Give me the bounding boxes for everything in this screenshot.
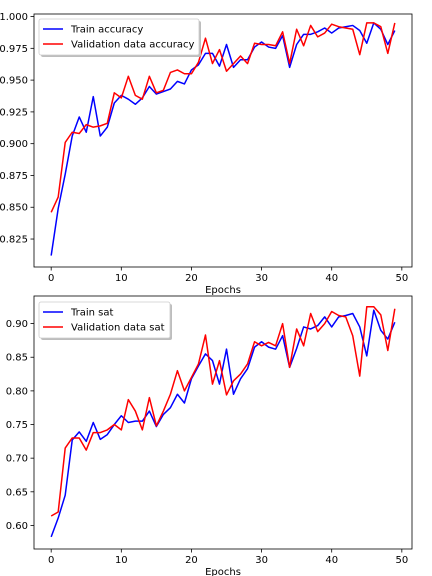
x-tick-label: 10 bbox=[115, 555, 128, 566]
x-tick-label: 40 bbox=[325, 555, 338, 566]
series-line-train-accuracy bbox=[50, 22, 396, 256]
y-tick-label: 0.90 bbox=[6, 319, 28, 330]
y-tick-label: 0.950 bbox=[0, 76, 28, 87]
x-tick-label: 50 bbox=[395, 273, 408, 284]
x-tick-label: 0 bbox=[48, 555, 54, 566]
series-line-train-sat bbox=[50, 309, 396, 538]
y-tick-label: 0.825 bbox=[0, 235, 28, 246]
y-tick-label: 0.75 bbox=[6, 420, 28, 431]
plot-area-frame bbox=[33, 13, 413, 268]
legend-box bbox=[38, 18, 200, 56]
x-tick-label: 30 bbox=[255, 555, 268, 566]
legend-label: Train accuracy bbox=[70, 25, 143, 36]
x-tick-label: 20 bbox=[185, 273, 198, 284]
y-tick-label: 0.85 bbox=[6, 353, 28, 364]
series-line-validation-data-accuracy bbox=[50, 22, 396, 213]
y-tick-label: 0.875 bbox=[0, 171, 28, 182]
x-axis-label: Epochs bbox=[205, 285, 241, 296]
x-tick-label: 20 bbox=[185, 555, 198, 566]
legend-box bbox=[38, 301, 171, 339]
x-tick-label: 30 bbox=[255, 273, 268, 284]
y-tick-label: 0.70 bbox=[6, 454, 28, 465]
chart-panel-1: 0.825 0.850 0.875 0.900 0.925 0.950 0.975 1.000… bbox=[0, 12, 413, 296]
y-tick-label: 0.900 bbox=[0, 139, 28, 150]
chart-panel-2: 0.60 0.65 0.70 0.75 0.80 0.85 0.90 0 10 20 30 40 50 E… bbox=[6, 295, 413, 576]
plot-area-frame bbox=[33, 295, 413, 550]
legend-label: Train sat bbox=[70, 308, 114, 319]
x-tick-label: 0 bbox=[48, 273, 54, 284]
legend: Train accuracy Validation data accuracy bbox=[38, 18, 201, 57]
x-tick-label: 50 bbox=[395, 555, 408, 566]
x-tick-label: 10 bbox=[115, 273, 128, 284]
y-tick-label: 0.850 bbox=[0, 203, 28, 214]
x-tick-label: 40 bbox=[325, 273, 338, 284]
series-line-validation-data-sat bbox=[50, 306, 396, 517]
legend-label: Validation data accuracy bbox=[71, 40, 194, 51]
y-tick-label: 0.925 bbox=[0, 107, 28, 118]
y-tick-label: 1.000 bbox=[0, 12, 28, 23]
y-tick-label: 0.80 bbox=[6, 386, 28, 397]
y-tick-label: 0.65 bbox=[6, 487, 28, 498]
legend-label: Validation data sat bbox=[71, 323, 165, 334]
y-tick-label: 0.975 bbox=[0, 44, 28, 55]
legend: Train sat Validation data sat bbox=[38, 301, 172, 340]
x-axis-label: Epochs bbox=[205, 567, 241, 576]
y-tick-label: 0.60 bbox=[6, 521, 28, 532]
